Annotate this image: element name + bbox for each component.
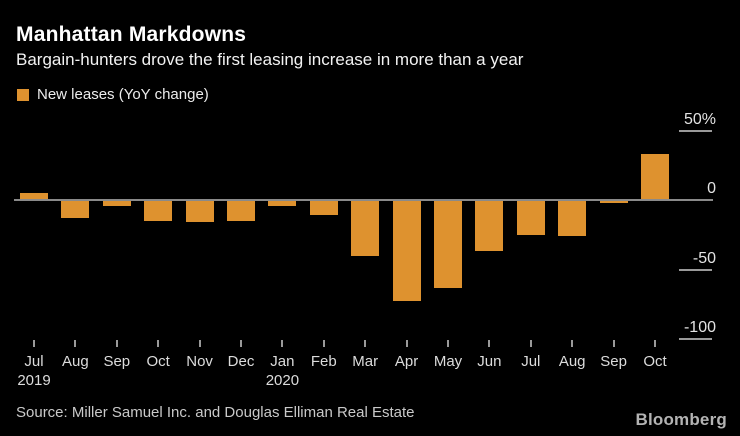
chart-bar: [227, 200, 255, 221]
x-axis-month-label: Apr: [394, 353, 419, 370]
x-axis-month-label: Sep: [600, 353, 627, 370]
chart-bar: [558, 200, 587, 237]
x-axis-tick: [115, 340, 118, 347]
legend-swatch-icon: [17, 89, 29, 101]
x-axis-tick: [447, 340, 449, 347]
chart-bar: [61, 200, 90, 219]
x-axis-tick: [240, 340, 242, 347]
x-axis-year-label: 2019: [17, 372, 51, 389]
chart-bar: [309, 200, 338, 216]
x-axis-month-label: Aug: [558, 353, 586, 370]
x-axis-year-label: 2020: [265, 372, 300, 389]
y-axis-label: 50%: [683, 110, 716, 128]
chart-title: Manhattan Markdowns: [16, 23, 247, 46]
x-axis-month-label: Mar: [352, 353, 379, 370]
chart-subtitle: Bargain-hunters drove the first leasing …: [16, 50, 524, 69]
chart-bar: [102, 200, 131, 206]
y-axis-label: 0: [707, 180, 716, 197]
x-axis-tick: [654, 340, 656, 347]
x-axis-month-label: Oct: [146, 353, 170, 370]
y-gridline-tick: [679, 129, 712, 132]
chart-bar: [144, 200, 173, 221]
chart-bar: [268, 200, 297, 206]
x-axis-tick: [488, 340, 491, 347]
y-axis-label: -100: [683, 319, 716, 336]
x-axis-tick: [364, 340, 367, 347]
x-axis-tick: [74, 340, 77, 347]
x-axis-month-label: Aug: [62, 353, 89, 370]
chart-bar: [516, 200, 545, 235]
x-axis-tick: [33, 340, 35, 347]
x-axis-month-label: Sep: [103, 353, 131, 370]
x-axis-tick: [405, 340, 408, 347]
x-axis-month-label: Feb: [310, 353, 337, 370]
y-gridline-tick: [679, 338, 712, 340]
x-axis-tick: [281, 340, 284, 347]
chart-bar: [351, 200, 380, 256]
x-axis-tick: [529, 340, 532, 347]
x-axis-tick: [157, 340, 160, 347]
source-credit: Source: Miller Samuel Inc. and Douglas E…: [16, 404, 415, 421]
x-axis-month-label: Jan: [270, 353, 295, 370]
x-axis-tick: [571, 340, 574, 347]
y-gridline-tick: [679, 268, 712, 271]
zero-baseline: [14, 199, 713, 201]
x-axis-tick: [612, 340, 615, 347]
x-axis-month-label: Jul: [521, 353, 541, 370]
chart-bar: [475, 200, 504, 252]
x-axis-month-label: Jun: [477, 353, 502, 370]
chart-bar: [434, 200, 462, 288]
x-axis-month-label: Nov: [186, 353, 213, 370]
chart-bar: [392, 200, 421, 302]
x-axis-month-label: Dec: [227, 353, 255, 370]
chart-bar: [20, 193, 48, 200]
x-axis-month-label: Jul: [24, 353, 44, 370]
x-axis-tick: [322, 340, 325, 347]
legend-label: New leases (YoY change): [37, 86, 209, 103]
x-axis-tick: [198, 340, 201, 347]
chart-bar: [641, 154, 669, 200]
x-axis-month-label: May: [433, 353, 463, 370]
chart-bar: [599, 200, 628, 203]
x-axis-month-label: Oct: [643, 353, 667, 370]
y-axis-label: -50: [692, 249, 716, 267]
bloomberg-logo: Bloomberg: [635, 410, 727, 429]
chart-bar: [185, 200, 214, 223]
